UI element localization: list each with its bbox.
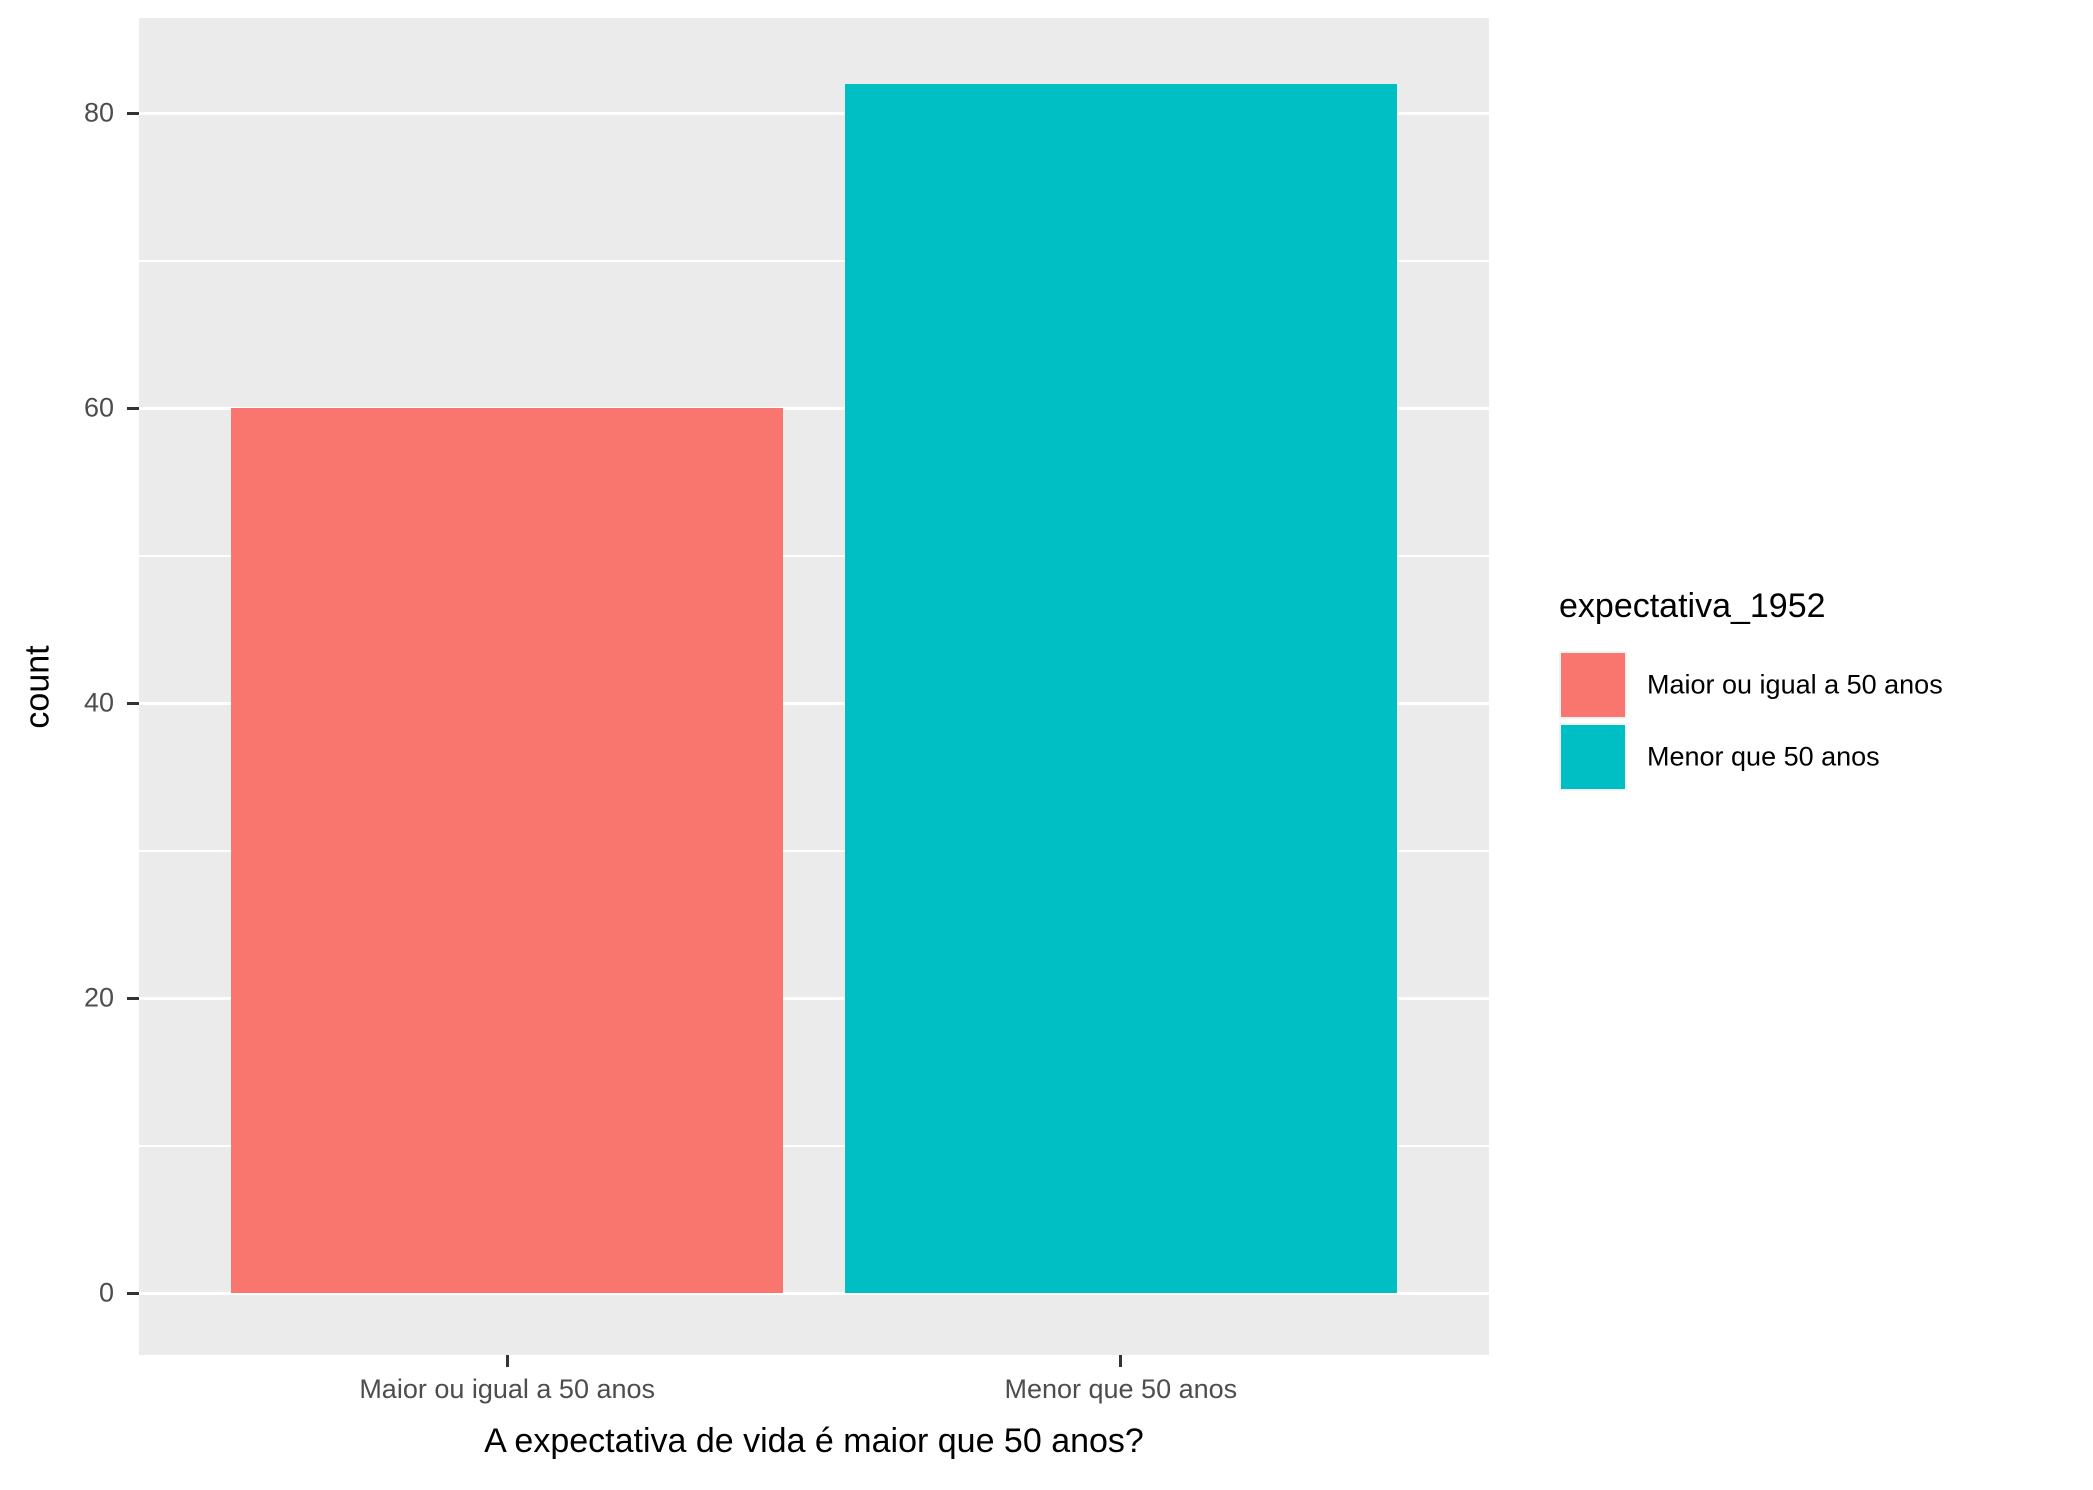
legend-entry-label: Menor que 50 anos [1647, 741, 1880, 772]
y-tick-label: 40 [83, 687, 114, 718]
legend-key [1559, 651, 1627, 719]
gridline-minor [139, 554, 1489, 557]
legend-swatch-red [1561, 653, 1625, 717]
gridline-major [139, 996, 1489, 1000]
legend-entry-label: Maior ou igual a 50 anos [1647, 669, 1943, 700]
x-tick-label: Maior ou igual a 50 anos [359, 1374, 656, 1404]
legend-title: expectativa_1952 [1559, 587, 1826, 625]
y-tick-mark [127, 996, 139, 1000]
gridline-minor [139, 259, 1489, 262]
bar-maior-igual-50 [231, 408, 784, 1293]
gridline-major [139, 1291, 1489, 1295]
y-tick-label: 0 [98, 1277, 114, 1308]
x-tick-mark [505, 1355, 509, 1367]
gridline-major [139, 701, 1489, 705]
x-axis-title: A expectativa de vida é maior que 50 ano… [484, 1422, 1144, 1460]
gridline-minor [139, 849, 1489, 852]
gridline-major [139, 111, 1489, 115]
gridline-minor [139, 1144, 1489, 1147]
y-tick-mark [127, 406, 139, 410]
y-tick-label: 20 [83, 982, 114, 1013]
bar-menor-50 [844, 83, 1397, 1293]
y-tick-label: 80 [83, 97, 114, 128]
x-tick-mark [1119, 1355, 1123, 1367]
x-tick-label: Menor que 50 anos [1004, 1374, 1238, 1404]
gridline-major [139, 406, 1489, 410]
legend-key [1559, 723, 1627, 791]
y-tick-mark [127, 701, 139, 705]
legend-swatch-teal [1561, 725, 1625, 789]
y-tick-mark [127, 1291, 139, 1295]
plot-panel [139, 18, 1489, 1355]
y-tick-label: 60 [83, 392, 114, 423]
y-tick-mark [127, 111, 139, 115]
